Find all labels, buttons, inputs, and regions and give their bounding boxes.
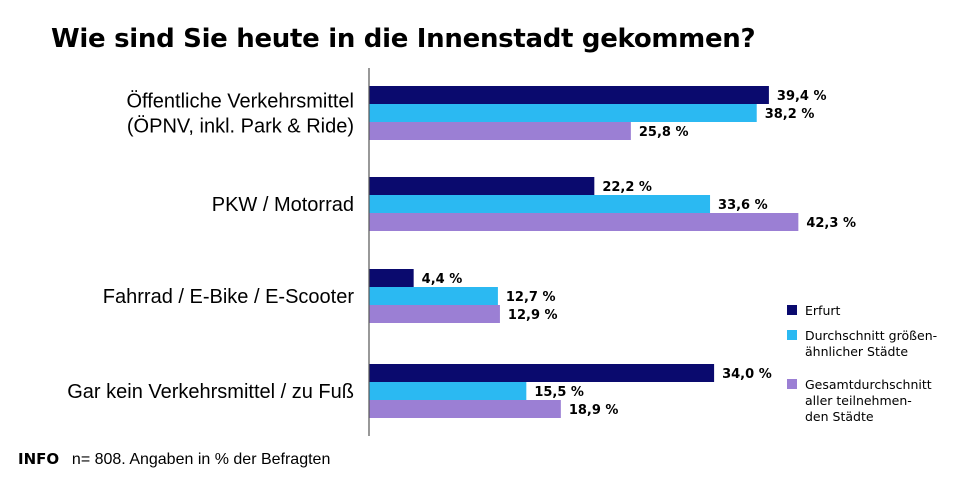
data-label-s2-c0: 25,8 % bbox=[639, 125, 689, 140]
data-label-s1-c0: 38,2 % bbox=[765, 107, 815, 122]
legend-swatch-1 bbox=[787, 330, 797, 340]
category-label-0-1: (ÖPNV, inkl. Park & Ride) bbox=[127, 116, 354, 138]
bar-s2-c0 bbox=[369, 122, 631, 140]
chart-title: Wie sind Sie heute in die Innenstadt gek… bbox=[51, 24, 756, 54]
bar-s0-c2 bbox=[369, 269, 414, 287]
bar-s2-c3 bbox=[369, 400, 561, 418]
legend-label-2-1: aller teilnehmen- bbox=[805, 393, 912, 408]
legend-label-1-0: Durchschnitt größen- bbox=[805, 328, 937, 343]
legend-swatch-2 bbox=[787, 379, 797, 389]
footer: INFO n= 808. Angaben in % der Befragten bbox=[18, 450, 330, 469]
bar-s1-c2 bbox=[369, 287, 498, 305]
bar-s0-c1 bbox=[369, 177, 595, 195]
category-label-0-0: Öffentliche Verkehrsmittel bbox=[126, 91, 354, 113]
bar-s1-c0 bbox=[369, 104, 757, 122]
legend-label-1-1: ähnlicher Städte bbox=[805, 344, 908, 359]
bar-s2-c2 bbox=[369, 305, 500, 323]
bar-chart: 39,4 % 22,2 % 4,4 % 34,0 % 38,2 % 33,6 % 12,7 … bbox=[67, 68, 937, 436]
data-label-s0-c0: 39,4 % bbox=[777, 89, 827, 104]
legend-label-2-2: den Städte bbox=[805, 409, 874, 424]
category-label-3-0: Gar kein Verkehrsmittel / zu Fuß bbox=[67, 381, 354, 403]
data-label-s1-c2: 12,7 % bbox=[506, 290, 556, 305]
category-label-1-0: PKW / Motorrad bbox=[212, 194, 354, 216]
legend-label-0-0: Erfurt bbox=[805, 303, 840, 318]
bar-s1-c1 bbox=[369, 195, 711, 213]
data-label-s1-c3: 15,5 % bbox=[534, 385, 584, 400]
category-label-2-0: Fahrrad / E-Bike / E-Scooter bbox=[103, 286, 355, 308]
bar-s1-c3 bbox=[369, 382, 527, 400]
data-label-s2-c3: 18,9 % bbox=[569, 403, 619, 418]
data-label-s0-c3: 34,0 % bbox=[722, 367, 772, 382]
data-label-s0-c1: 22,2 % bbox=[602, 180, 652, 195]
info-tag: INFO bbox=[18, 450, 60, 468]
bar-s0-c0 bbox=[369, 86, 769, 104]
bar-s2-c1 bbox=[369, 213, 799, 231]
bar-s0-c3 bbox=[369, 364, 715, 382]
legend-label-2-0: Gesamtdurchschnitt bbox=[805, 377, 932, 392]
data-label-s2-c1: 42,3 % bbox=[806, 216, 856, 231]
legend-swatch-0 bbox=[787, 305, 797, 315]
data-label-s0-c2: 4,4 % bbox=[422, 272, 463, 287]
data-label-s2-c2: 12,9 % bbox=[508, 308, 558, 323]
data-label-s1-c1: 33,6 % bbox=[718, 198, 768, 213]
sample-note: n= 808. Angaben in % der Befragten bbox=[71, 451, 331, 468]
